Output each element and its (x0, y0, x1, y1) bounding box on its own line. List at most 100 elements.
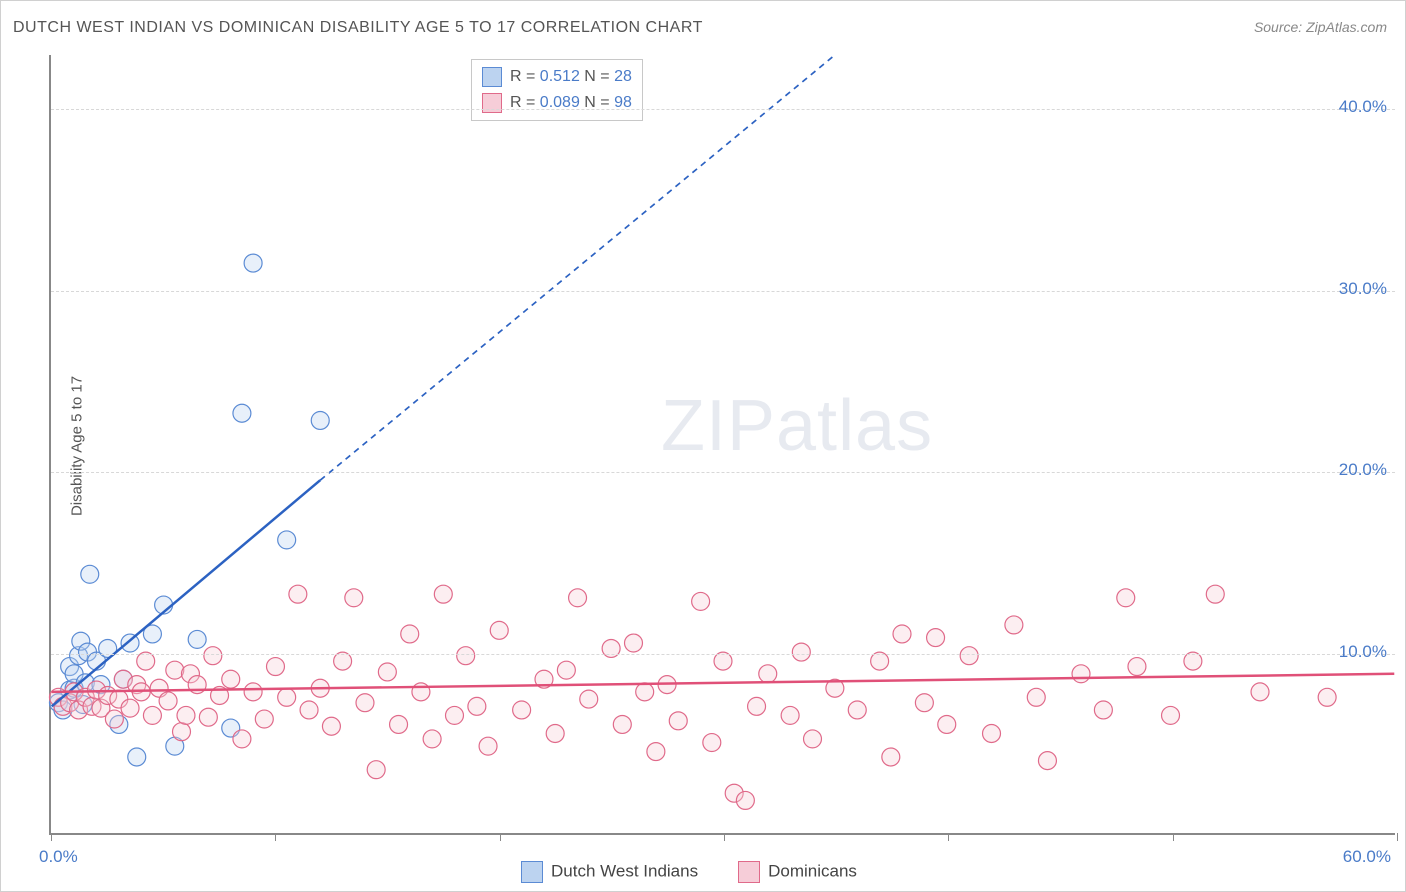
statbox-r-label: R = (510, 68, 540, 85)
scatter-point (81, 565, 99, 583)
scatter-point (1318, 688, 1336, 706)
gridline (51, 109, 1395, 110)
scatter-point (345, 589, 363, 607)
scatter-point (300, 701, 318, 719)
y-tick-label: 40.0% (1339, 97, 1387, 117)
plot-area: ZIPatlas R = 0.512 N = 28R = 0.089 N = 9… (49, 55, 1395, 835)
statbox-n-label: N = (580, 68, 614, 85)
scatter-point (882, 748, 900, 766)
scatter-point (602, 639, 620, 657)
scatter-point (792, 643, 810, 661)
y-tick-label: 10.0% (1339, 642, 1387, 662)
scatter-point (647, 743, 665, 761)
scatter-point (714, 652, 732, 670)
scatter-point (557, 661, 575, 679)
legend-item: Dominicans (738, 861, 857, 883)
scatter-point (233, 730, 251, 748)
gridline (51, 291, 1395, 292)
scatter-point (367, 761, 385, 779)
scatter-point (121, 634, 139, 652)
scatter-point (423, 730, 441, 748)
scatter-point (128, 748, 146, 766)
scatter-point (546, 725, 564, 743)
scatter-point (222, 670, 240, 688)
legend-swatch (521, 861, 543, 883)
scatter-point (137, 652, 155, 670)
statbox-row: R = 0.512 N = 28 (482, 64, 632, 90)
scatter-point (569, 589, 587, 607)
scatter-point (390, 715, 408, 733)
scatter-point (960, 647, 978, 665)
x-tick (500, 833, 501, 841)
scatter-svg (51, 55, 1395, 833)
scatter-point (781, 706, 799, 724)
scatter-point (736, 791, 754, 809)
scatter-point (938, 715, 956, 733)
scatter-point (204, 647, 222, 665)
scatter-point (166, 661, 184, 679)
scatter-point (1162, 706, 1180, 724)
scatter-point (1128, 658, 1146, 676)
scatter-point (1094, 701, 1112, 719)
scatter-point (871, 652, 889, 670)
scatter-point (233, 404, 251, 422)
scatter-point (490, 621, 508, 639)
x-axis-min-label: 0.0% (39, 847, 78, 867)
x-tick (275, 833, 276, 841)
legend-swatch (738, 861, 760, 883)
scatter-point (255, 710, 273, 728)
scatter-point (613, 715, 631, 733)
scatter-point (580, 690, 598, 708)
scatter-point (401, 625, 419, 643)
scatter-point (267, 658, 285, 676)
scatter-point (188, 630, 206, 648)
scatter-point (356, 694, 374, 712)
scatter-point (1027, 688, 1045, 706)
scatter-point (457, 647, 475, 665)
scatter-point (927, 629, 945, 647)
scatter-point (915, 694, 933, 712)
y-tick-label: 30.0% (1339, 279, 1387, 299)
scatter-point (804, 730, 822, 748)
legend-item: Dutch West Indians (521, 861, 698, 883)
scatter-point (434, 585, 452, 603)
scatter-point (479, 737, 497, 755)
scatter-point (636, 683, 654, 701)
scatter-point (468, 697, 486, 715)
x-axis-max-label: 60.0% (1343, 847, 1391, 867)
x-tick (51, 833, 52, 841)
x-tick (1397, 833, 1398, 841)
scatter-point (334, 652, 352, 670)
x-tick (1173, 833, 1174, 841)
gridline (51, 654, 1395, 655)
scatter-point (1117, 589, 1135, 607)
scatter-point (322, 717, 340, 735)
scatter-point (1206, 585, 1224, 603)
scatter-point (311, 412, 329, 430)
scatter-point (446, 706, 464, 724)
scatter-point (289, 585, 307, 603)
correlation-statbox: R = 0.512 N = 28R = 0.089 N = 98 (471, 59, 643, 121)
scatter-point (1072, 665, 1090, 683)
gridline (51, 472, 1395, 473)
scatter-point (1005, 616, 1023, 634)
scatter-point (893, 625, 911, 643)
scatter-point (244, 683, 262, 701)
x-tick (724, 833, 725, 841)
x-tick (948, 833, 949, 841)
scatter-point (378, 663, 396, 681)
scatter-point (105, 710, 123, 728)
scatter-point (748, 697, 766, 715)
chart-container: DUTCH WEST INDIAN VS DOMINICAN DISABILIT… (0, 0, 1406, 892)
chart-title: DUTCH WEST INDIAN VS DOMINICAN DISABILIT… (13, 19, 703, 37)
legend-label: Dutch West Indians (551, 861, 698, 880)
scatter-point (159, 692, 177, 710)
scatter-point (1038, 752, 1056, 770)
scatter-point (1251, 683, 1269, 701)
y-tick-label: 20.0% (1339, 460, 1387, 480)
scatter-point (669, 712, 687, 730)
scatter-point (199, 708, 217, 726)
scatter-point (278, 531, 296, 549)
scatter-point (625, 634, 643, 652)
scatter-point (1184, 652, 1202, 670)
